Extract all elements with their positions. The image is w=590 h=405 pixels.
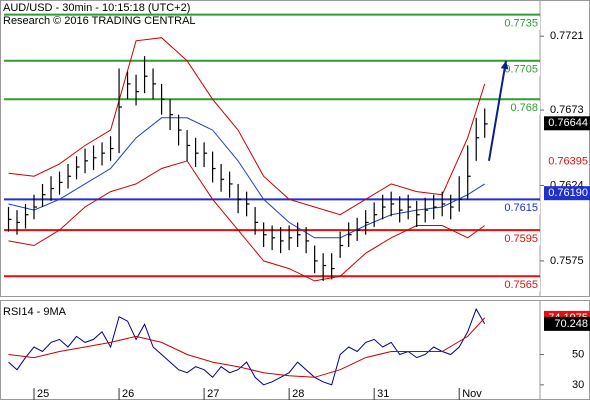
x-tick-label: 27 <box>207 388 219 400</box>
indicator-line <box>8 37 486 216</box>
price-marker-box <box>544 316 590 331</box>
x-tick-label: 26 <box>122 388 134 400</box>
indicator-line <box>8 117 485 239</box>
level-label: 0.7735 <box>504 18 538 30</box>
level-label-bg <box>506 278 540 292</box>
x-tick-label: 31 <box>377 388 389 400</box>
y-tick-label: 30 <box>572 379 584 391</box>
level-label: 0.7705 <box>504 64 538 76</box>
rsi-line <box>8 307 486 386</box>
y-tick-label: 0.7673 <box>550 104 584 116</box>
level-label-bg <box>506 201 540 215</box>
x-tick-label: Nov <box>462 388 482 400</box>
level-label-bg <box>506 232 540 246</box>
level-label: 0.7615 <box>504 202 538 214</box>
level-label-bg <box>506 62 540 76</box>
x-tick-label: 28 <box>292 388 304 400</box>
y-tick-label: 50 <box>572 348 584 360</box>
level-label: 0.7595 <box>504 233 538 245</box>
x-tick-label: 25 <box>37 388 49 400</box>
chart-subtitle: Research © 2016 TRADING CENTRAL <box>3 15 196 27</box>
price-marker-box <box>544 116 590 131</box>
indicator-line <box>8 160 485 282</box>
level-label-bg <box>506 101 540 115</box>
level-label-bg <box>506 16 540 30</box>
price-marker-label: 70.248 <box>554 318 588 330</box>
level-label: 0.768 <box>510 102 538 114</box>
price-marker-label: 0.76395 <box>548 156 588 168</box>
y-tick-label: 0.7575 <box>550 255 584 267</box>
price-marker-label: 0.76190 <box>548 187 588 199</box>
panel-title: RSI14 - 9MA <box>3 306 67 318</box>
arrow-head <box>500 60 509 70</box>
chart-title: AUD/USD - 30min - 10:15:18 (UTC+2) <box>3 2 190 14</box>
level-label: 0.7565 <box>504 279 538 291</box>
price-marker-label: 0.76644 <box>548 117 588 129</box>
y-tick-label: 0.7721 <box>550 30 584 42</box>
price-marker-box <box>544 186 590 201</box>
rsi-line <box>8 317 486 378</box>
projection-arrow <box>487 60 507 162</box>
